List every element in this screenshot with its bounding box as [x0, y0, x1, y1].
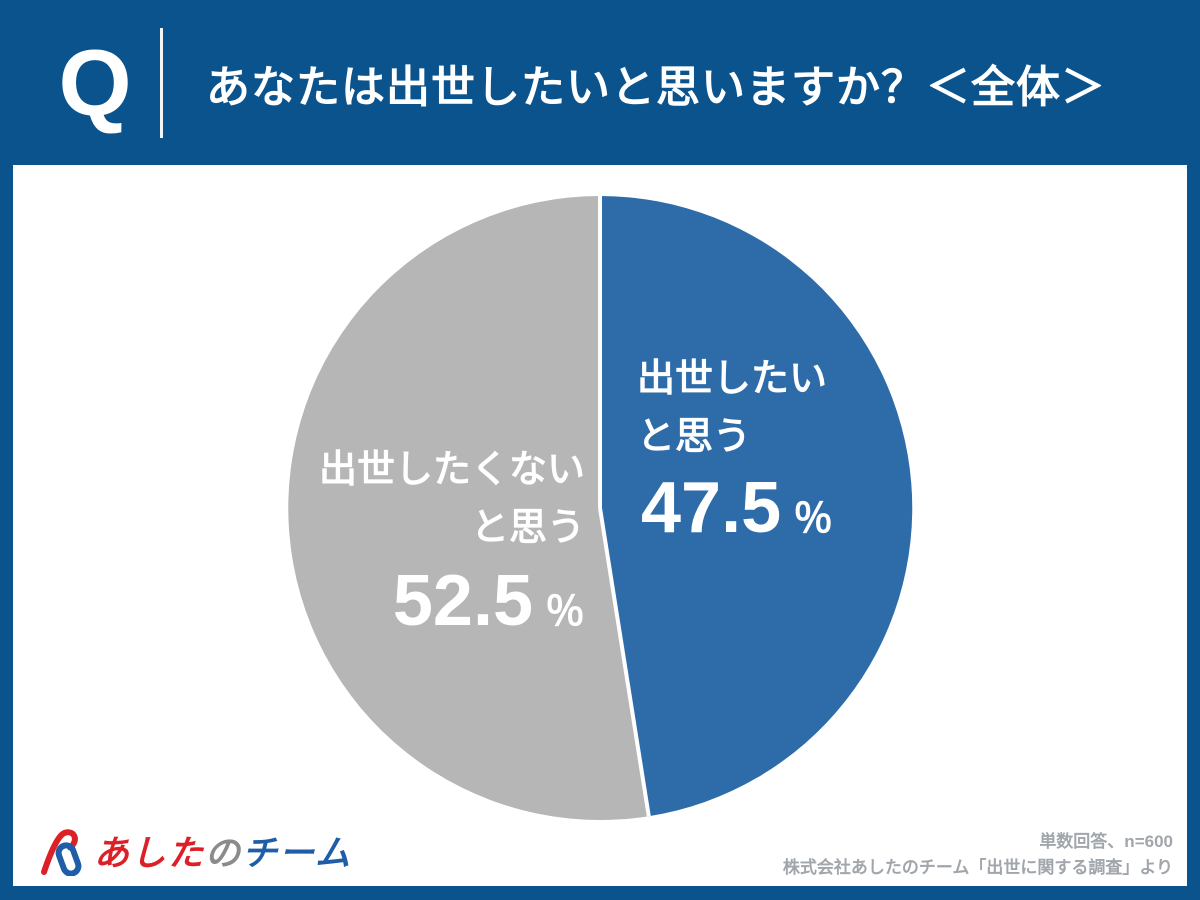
- logo-text-red: あした: [94, 834, 206, 873]
- slice-label-want-promotion: 出世したい と思う: [637, 350, 827, 466]
- pie-slice-separator: [598, 507, 651, 817]
- slice-value-no-promotion: 52.5 ％: [393, 563, 585, 650]
- slice-label-line: 出世したい: [637, 358, 828, 400]
- slice-value-unit: ％: [793, 497, 834, 541]
- page-title: あなたは出世したいと思いますか？＜全体＞: [206, 62, 1106, 112]
- header-divider: [160, 28, 163, 138]
- logo-text: あしたのチーム: [94, 825, 352, 876]
- logo-text-blue: チーム: [242, 834, 352, 873]
- ashita-no-team-logo: あしたのチーム: [38, 825, 352, 876]
- pie-slice-1: [288, 196, 649, 820]
- slice-label-line: 出世したくない: [318, 449, 585, 491]
- source-notes: 単数回答、n=600 株式会社あしたのチーム「出世に関する調査」より: [783, 829, 1173, 881]
- slice-value-number: 52.5: [392, 561, 533, 641]
- slice-label-line: と思う: [470, 507, 585, 549]
- chart-card: 出世したい と思う 47.5 ％ 出世したくない と思う 52.5 ％ あしたのチー…: [13, 165, 1187, 886]
- source-note-line1: 単数回答、n=600: [1039, 832, 1173, 851]
- slice-value-number: 47.5: [641, 468, 782, 548]
- header: Q あなたは出世したいと思いますか？＜全体＞: [0, 0, 1200, 165]
- slice-value-want-promotion: 47.5 ％: [641, 470, 833, 557]
- pie-slice-0: [600, 195, 913, 817]
- slice-label-no-promotion: 出世したくない と思う: [319, 441, 585, 557]
- slice-label-line: と思う: [637, 416, 752, 458]
- pie-chart-wrap: [284, 192, 916, 824]
- pie-chart: [288, 195, 913, 820]
- slice-value-unit: ％: [545, 590, 585, 634]
- source-note-line2: 株式会社あしたのチーム「出世に関する調査」より: [782, 858, 1173, 877]
- paperclip-monogram-icon: [41, 828, 82, 876]
- question-mark-label: Q: [58, 30, 132, 135]
- logo-text-gray: の: [205, 834, 243, 873]
